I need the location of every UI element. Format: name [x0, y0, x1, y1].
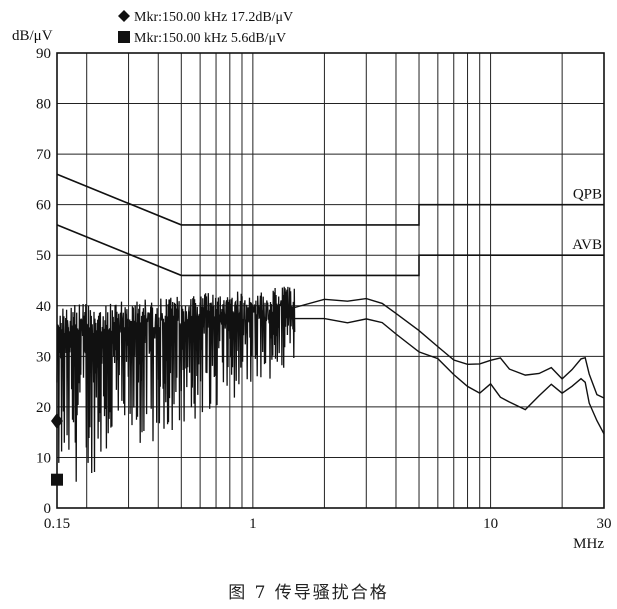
x-tick-label: 1: [249, 516, 257, 532]
y-tick-label: 30: [36, 349, 51, 365]
x-tick-label: 0.15: [44, 516, 70, 532]
x-axis-label: MHz: [573, 536, 604, 552]
marker-points: [51, 413, 63, 486]
x-tick-label: 30: [597, 516, 612, 532]
y-tick-label: 70: [36, 147, 51, 163]
y-tick-label: 60: [36, 198, 51, 214]
marker-readout: Mkr:150.00 kHz 17.2dB/μV: [134, 10, 293, 25]
limit-line: [56, 173, 604, 226]
y-tick-label: 10: [36, 450, 51, 466]
y-tick-label: 40: [36, 299, 51, 315]
x-tick-labels: 0.15 1 10 30: [44, 516, 612, 532]
y-tick-label: 90: [36, 46, 51, 62]
y-tick-label: 20: [36, 400, 51, 416]
marker-legend: Mkr:150.00 kHz 17.2dB/μV Mkr:150.00 kHz 5…: [118, 10, 293, 46]
y-tick-labels: 0 10 20 30 40 50 60 70 80 90: [36, 46, 51, 517]
diamond-marker-icon: [118, 10, 130, 22]
plot-frame: [56, 52, 605, 509]
measurement-traces: [56, 286, 605, 482]
y-tick-label: 80: [36, 97, 51, 113]
y-tick-label: 0: [44, 501, 52, 517]
y-tick-label: 50: [36, 248, 51, 264]
trace-line: [294, 317, 605, 435]
y-axis-label: dB/μV: [12, 28, 53, 44]
x-tick-label: 10: [483, 516, 498, 532]
figure-caption: 图 7 传导骚扰合格: [228, 583, 389, 603]
limit-line-label: QPB: [573, 187, 602, 203]
trace-noise-band: [56, 286, 296, 482]
trace-line: [294, 297, 605, 399]
marker-readout: Mkr:150.00 kHz 5.6dB/μV: [134, 31, 286, 46]
diamond-marker-point: [51, 413, 63, 430]
square-marker-point: [51, 473, 63, 486]
limit-line: [56, 224, 604, 277]
square-marker-icon: [118, 31, 130, 43]
limit-lines: QPB AVB: [56, 173, 604, 277]
grid-lines: [56, 52, 605, 509]
limit-line-label: AVB: [572, 237, 602, 253]
